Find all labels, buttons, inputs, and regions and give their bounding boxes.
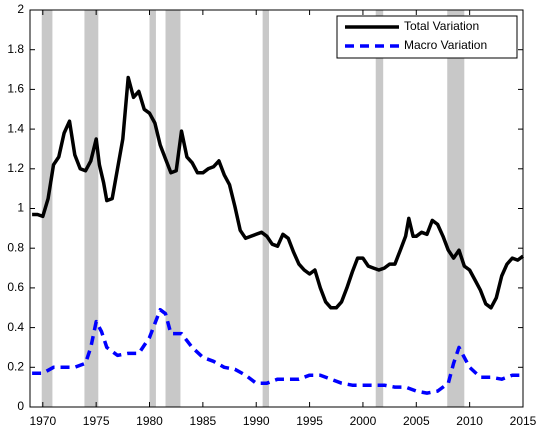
recession-band <box>165 10 181 407</box>
x-tick-label: 2010 <box>456 414 483 428</box>
series-line <box>32 75 525 310</box>
x-tick-label: 2015 <box>510 414 537 428</box>
y-tick-label: 0.4 <box>7 320 24 334</box>
x-tick-label: 1990 <box>243 414 270 428</box>
y-tick-label: 1 <box>17 201 24 215</box>
y-tick-label: 2 <box>17 2 24 16</box>
y-tick-label: 1.6 <box>7 82 24 96</box>
y-tick-label: 0 <box>17 399 24 413</box>
legend-label: Total Variation <box>404 19 479 33</box>
recession-band <box>149 10 156 407</box>
recession-band <box>41 10 53 407</box>
y-tick-label: 0.2 <box>7 359 24 373</box>
y-tick-label: 0.6 <box>7 280 24 294</box>
x-tick-label: 1980 <box>136 414 163 428</box>
legend-box <box>336 15 518 59</box>
y-tick-label: 0.8 <box>7 240 24 254</box>
x-tick-label: 1975 <box>83 414 110 428</box>
recession-band <box>375 10 384 407</box>
x-tick-label: 1970 <box>29 414 56 428</box>
x-tick-label: 1995 <box>296 414 323 428</box>
x-tick-label: 1985 <box>190 414 217 428</box>
y-tick-label: 1.8 <box>7 42 24 56</box>
x-tick-label: 2000 <box>350 414 377 428</box>
legend-label: Macro Variation <box>404 38 487 52</box>
recession-band <box>447 10 465 407</box>
x-tick-label: 2005 <box>403 414 430 428</box>
y-tick-label: 1.4 <box>7 121 24 135</box>
recession-band <box>262 10 270 407</box>
recession-band <box>84 10 99 407</box>
y-tick-label: 1.2 <box>7 161 24 175</box>
